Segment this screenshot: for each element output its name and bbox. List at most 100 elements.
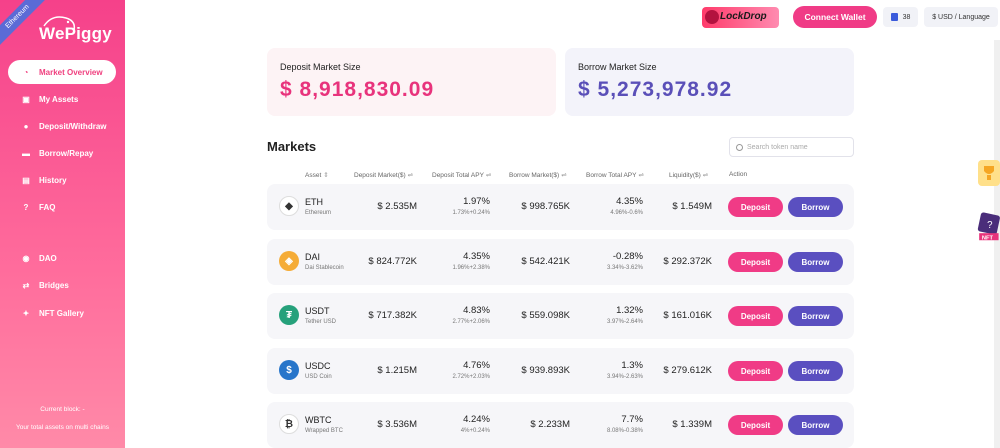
column-header-borrow-apy[interactable]: Borrow Total APY ⇌ bbox=[586, 172, 644, 179]
svg-text:?: ? bbox=[987, 220, 993, 231]
sidebar-item-label: Deposit/Withdraw bbox=[39, 121, 107, 131]
gas-pump-icon bbox=[890, 13, 898, 21]
market-row[interactable]: ◆ ETH Ethereum $ 2.535M 1.97% 1.73%+0.24% $ 99… bbox=[267, 184, 854, 230]
asset-symbol: ETH bbox=[305, 197, 323, 207]
deposit-apy-value: 1.97% bbox=[463, 196, 490, 207]
borrow-button[interactable]: Borrow bbox=[788, 361, 843, 381]
sidebar-item-faq[interactable]: ? FAQ bbox=[8, 195, 116, 219]
sidebar-item-nft-gallery[interactable]: ✦ NFT Gallery bbox=[8, 301, 116, 325]
sidebar-item-market-overview[interactable]: ◔ Market Overview bbox=[8, 60, 116, 84]
deposit-button[interactable]: Deposit bbox=[728, 415, 783, 435]
asset-symbol: WBTC bbox=[305, 415, 332, 425]
app-logo-text: WePiggy bbox=[39, 24, 112, 43]
borrow-apy-value: 7.7% bbox=[621, 414, 643, 425]
wallet-icon: ▣ bbox=[22, 94, 30, 104]
borrow-icon: ▬ bbox=[22, 148, 30, 158]
sidebar-item-label: FAQ bbox=[39, 202, 56, 212]
markets-title: Markets bbox=[267, 139, 317, 154]
borrow-apy-breakdown: 3.34%-3.62% bbox=[606, 265, 643, 271]
connect-wallet-button[interactable]: Connect Wallet bbox=[793, 6, 877, 28]
column-header-borrow-market[interactable]: Borrow Market($) ⇌ bbox=[509, 172, 567, 179]
deposit-market-value: $ 824.772K bbox=[368, 256, 417, 267]
asset-symbol: USDT bbox=[305, 306, 330, 316]
deposit-market-size-label: Deposit Market Size bbox=[280, 62, 361, 72]
borrow-button[interactable]: Borrow bbox=[788, 197, 843, 217]
deposit-apy-breakdown: 4%+0.24% bbox=[460, 428, 490, 434]
deposit-market-value: $ 3.536M bbox=[377, 419, 417, 430]
dao-icon: ◉ bbox=[22, 253, 30, 263]
deposit-apy-value: 4.35% bbox=[463, 251, 490, 262]
column-header-deposit-market[interactable]: Deposit Market($) ⇌ bbox=[354, 172, 414, 179]
liquidity-value: $ 1.339M bbox=[672, 419, 712, 430]
deposit-market-value: $ 1.215M bbox=[377, 365, 417, 376]
borrow-button[interactable]: Borrow bbox=[788, 252, 843, 272]
dai-coin-icon: ◈ bbox=[279, 251, 299, 271]
deposit-apy-breakdown: 2.77%+2.06% bbox=[452, 319, 490, 325]
sort-icon: ⇌ bbox=[638, 172, 644, 179]
column-header-liquidity[interactable]: Liquidity($) ⇌ bbox=[669, 172, 709, 179]
borrow-market-size-value: $ 5,273,978.92 bbox=[578, 78, 733, 101]
pie-chart-icon: ◔ bbox=[23, 67, 29, 77]
sidebar-item-label: My Assets bbox=[39, 94, 79, 104]
nft-badge-icon[interactable]: ? NFT bbox=[976, 212, 1000, 242]
trophy-badge-icon[interactable] bbox=[976, 158, 1000, 188]
market-row[interactable]: ◈ DAI Dai Stablecoin $ 824.772K 4.35% 1.96%+2… bbox=[267, 239, 854, 285]
borrow-apy-value: -0.28% bbox=[612, 251, 643, 262]
market-row[interactable]: ₮ USDT Tether USD $ 717.382K 4.83% 2.77%+2.06… bbox=[267, 293, 854, 339]
borrow-market-value: $ 542.421K bbox=[521, 256, 570, 267]
piggy-logo-icon bbox=[43, 16, 76, 31]
sidebar-item-label: Borrow/Repay bbox=[39, 148, 94, 158]
nft-badge-label: NFT bbox=[982, 235, 994, 241]
borrow-apy-value: 1.3% bbox=[621, 360, 643, 371]
borrow-apy-breakdown: 3.94%-2.63% bbox=[606, 374, 643, 380]
search-input[interactable]: Search token name bbox=[729, 137, 854, 157]
column-header-deposit-apy[interactable]: Deposit Total APY ⇌ bbox=[432, 172, 492, 179]
deposit-button[interactable]: Deposit bbox=[728, 361, 783, 381]
sidebar: Ethereum WePiggy ◔ Market Overview ▣ My … bbox=[0, 0, 125, 448]
deposit-market-value: $ 717.382K bbox=[368, 310, 417, 321]
borrow-apy-value: 4.35% bbox=[616, 196, 643, 207]
deposit-button[interactable]: Deposit bbox=[728, 252, 783, 272]
sidebar-item-my-assets[interactable]: ▣ My Assets bbox=[8, 87, 116, 111]
market-row[interactable]: $ USDC USD Coin $ 1.215M 4.76% 2.72%+2.03% $ 9… bbox=[267, 348, 854, 394]
deposit-market-size-card: Deposit Market Size $ 8,918,830.09 bbox=[267, 48, 556, 116]
borrow-market-value: $ 559.098K bbox=[521, 310, 570, 321]
borrow-button[interactable]: Borrow bbox=[788, 415, 843, 435]
question-icon: ? bbox=[23, 202, 29, 212]
market-row[interactable]: ₿ WBTC Wrapped BTC $ 3.536M 4.24% 4%+0.24% $ 2… bbox=[267, 402, 854, 448]
history-icon: ▤ bbox=[22, 175, 30, 185]
sidebar-item-borrow-repay[interactable]: ▬ Borrow/Repay bbox=[8, 141, 116, 165]
sidebar-item-label: History bbox=[39, 175, 67, 185]
sidebar-item-label: Bridges bbox=[39, 280, 69, 290]
asset-name: Wrapped BTC bbox=[305, 428, 343, 434]
borrow-apy-breakdown: 3.97%-2.64% bbox=[606, 319, 643, 325]
sort-icon: ⇌ bbox=[407, 172, 414, 179]
current-block: Current block: - bbox=[40, 406, 85, 413]
sort-icon: ⇌ bbox=[702, 172, 709, 179]
column-header-asset[interactable]: Asset ⇕ bbox=[305, 172, 329, 179]
lockdrop-label: LockDrop bbox=[720, 11, 767, 22]
sidebar-item-history[interactable]: ▤ History bbox=[8, 168, 116, 192]
asset-name: Dai Stablecoin bbox=[305, 265, 344, 271]
sidebar-item-deposit-withdraw[interactable]: ● Deposit/Withdraw bbox=[8, 114, 116, 138]
page-scrollbar[interactable] bbox=[994, 40, 1000, 448]
search-icon bbox=[736, 143, 743, 151]
currency-language-select[interactable]: $ USD / Language bbox=[924, 7, 998, 27]
deposit-button[interactable]: Deposit bbox=[728, 197, 783, 217]
deposit-apy-value: 4.83% bbox=[463, 305, 490, 316]
bridge-icon: ⇄ bbox=[22, 280, 30, 290]
borrow-button[interactable]: Borrow bbox=[788, 306, 843, 326]
sidebar-item-bridges[interactable]: ⇄ Bridges bbox=[8, 273, 116, 297]
deposit-market-value: $ 2.535M bbox=[377, 201, 417, 212]
lockdrop-banner[interactable]: LockDrop bbox=[702, 7, 779, 28]
gas-price-indicator[interactable]: 38 bbox=[883, 7, 918, 27]
usdt-coin-icon: ₮ bbox=[279, 305, 299, 325]
asset-name: USD Coin bbox=[305, 374, 332, 380]
sidebar-item-dao[interactable]: ◉ DAO bbox=[8, 246, 116, 270]
asset-name: Tether USD bbox=[305, 319, 337, 325]
search-placeholder: Search token name bbox=[747, 143, 808, 151]
asset-symbol: DAI bbox=[305, 252, 321, 262]
deposit-button[interactable]: Deposit bbox=[728, 306, 783, 326]
usdc-coin-icon: $ bbox=[279, 360, 299, 380]
gallery-icon: ✦ bbox=[22, 308, 30, 318]
